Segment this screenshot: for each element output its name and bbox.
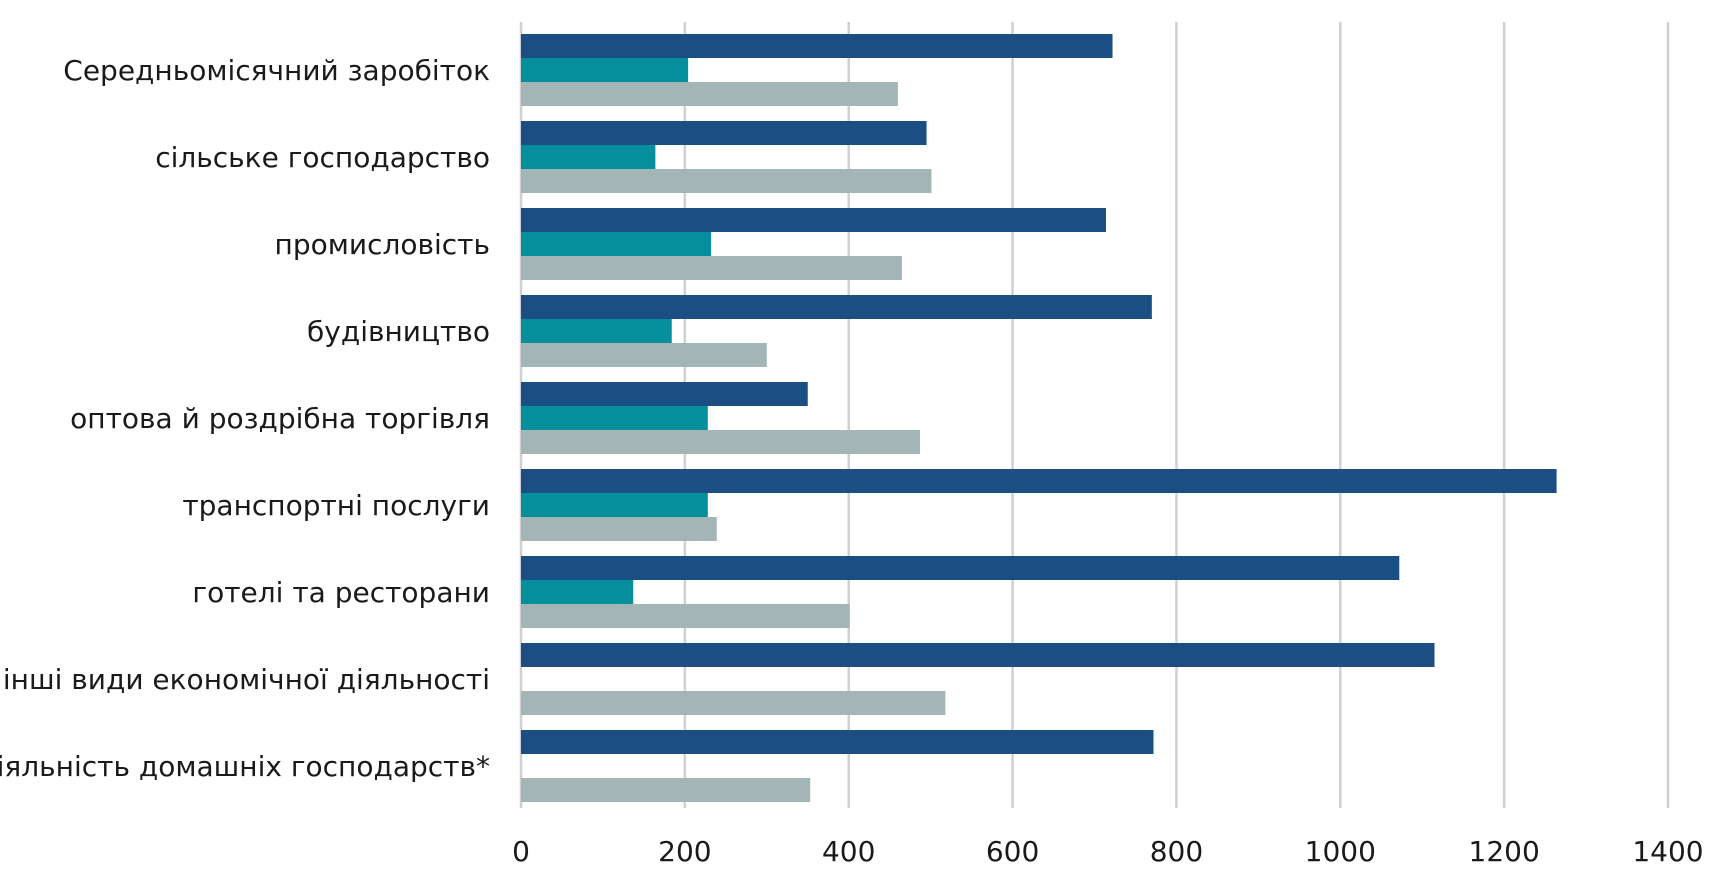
category-label-0: Середньомісячний заробіток [63,54,490,87]
bar-cat8-series0 [521,730,1154,754]
x-tick-label-800: 800 [1150,835,1203,868]
bar-cat4-series1 [521,406,708,430]
category-label-2: промисловість [275,228,490,261]
category-labels: Середньомісячний заробіток сільське госпо… [0,54,490,783]
x-tick-label-600: 600 [986,835,1039,868]
bar-cat0-series1 [521,58,689,82]
x-tick-labels: 0 200 400 600 800 1000 1200 1400 [512,835,1704,868]
x-tick-label-200: 200 [658,835,711,868]
bar-cat2-series0 [521,208,1106,232]
bar-cat0-series2 [521,82,898,106]
bar-cat6-series0 [521,556,1400,580]
category-label-8: діяльність домашніх господарств* [0,750,490,783]
x-tick-label-1400: 1400 [1632,835,1703,868]
bar-cat5-series0 [521,469,1557,493]
x-tick-label-0: 0 [512,835,530,868]
category-label-5: транспортні послуги [182,489,490,522]
bar-cat5-series2 [521,517,717,541]
bar-cat1-series1 [521,145,656,169]
bar-cat5-series1 [521,493,708,517]
category-label-6: готелі та ресторани [192,576,490,609]
bar-cat6-series2 [521,604,850,628]
category-label-7: інші види економічної діяльності [3,663,490,696]
category-label-3: будівництво [307,315,490,348]
x-tick-label-1000: 1000 [1305,835,1376,868]
bar-cat2-series1 [521,232,712,256]
bar-cat3-series2 [521,343,767,367]
bar-cat7-series0 [521,643,1435,667]
x-tick-label-400: 400 [822,835,875,868]
category-label-4: оптова й роздрібна торгівля [70,402,490,435]
bar-cat7-series2 [521,691,946,715]
bar-cat3-series1 [521,319,672,343]
bar-cat0-series0 [521,34,1113,58]
bar-cat3-series0 [521,295,1152,319]
bar-cat1-series0 [521,121,927,145]
bar-cat6-series1 [521,580,634,604]
bar-cat1-series2 [521,169,932,193]
bar-cat2-series2 [521,256,902,280]
bar-cat4-series2 [521,430,920,454]
category-label-1: сільське господарство [155,141,490,174]
bar-cat4-series0 [521,382,808,406]
bars [521,34,1557,802]
bar-cat8-series2 [521,778,811,802]
gridlines [519,22,1670,808]
x-tick-label-1200: 1200 [1469,835,1540,868]
